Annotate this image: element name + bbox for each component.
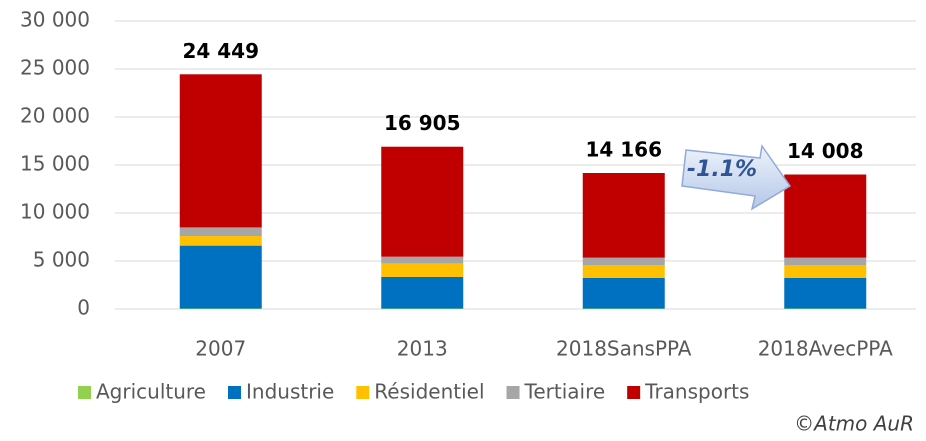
y-tick-label: 20 000 [20, 104, 90, 128]
total-label: 14 166 [585, 138, 662, 162]
x-tick-label: 2007 [195, 337, 246, 361]
x-tick-label: 2013 [397, 337, 448, 361]
bar-segment [582, 265, 665, 278]
y-tick-label: 5 000 [33, 248, 90, 272]
bar-segment [784, 174, 867, 258]
legend-label: Résidentiel [374, 380, 484, 404]
bar-segment [381, 276, 464, 309]
legend-label: Agriculture [96, 380, 206, 404]
y-tick-label: 25 000 [20, 56, 90, 80]
bar-segment [381, 146, 464, 257]
total-label: 16 905 [384, 111, 461, 135]
legend-swatch [78, 386, 91, 399]
total-label: 24 449 [182, 39, 259, 63]
x-tick-label: 2018SansPPA [556, 337, 692, 361]
trend-arrow [681, 144, 792, 211]
y-tick-label: 0 [77, 296, 90, 320]
bar-segment [179, 74, 262, 228]
x-tick-label: 2018AvecPPA [758, 337, 893, 361]
bar-segment [582, 257, 665, 266]
y-tick-label: 10 000 [20, 200, 90, 224]
credit: ©Atmo AuR [794, 412, 914, 436]
bar-segment [784, 277, 867, 309]
bar-segment [179, 236, 262, 246]
bar-segment [582, 173, 665, 258]
bar-segment [179, 245, 262, 309]
legend-swatch [228, 386, 241, 399]
bar-segment [582, 277, 665, 309]
bar-segment [784, 265, 867, 278]
bar-segment [381, 263, 464, 277]
legend-swatch [356, 386, 370, 399]
legend-swatch [627, 386, 641, 399]
annotation: -1.1% [687, 157, 757, 182]
legend-label: Tertiaire [524, 380, 606, 404]
legend-label: Industrie [246, 380, 334, 404]
y-tick-label: 30 000 [20, 8, 90, 32]
bar-segment [784, 257, 867, 266]
legend-label: Transports [644, 380, 749, 404]
total-label: 14 008 [787, 139, 864, 163]
y-tick-label: 15 000 [20, 152, 90, 176]
bar-segment [381, 256, 464, 264]
bar-segment [179, 227, 262, 237]
legend-swatch [506, 386, 520, 399]
